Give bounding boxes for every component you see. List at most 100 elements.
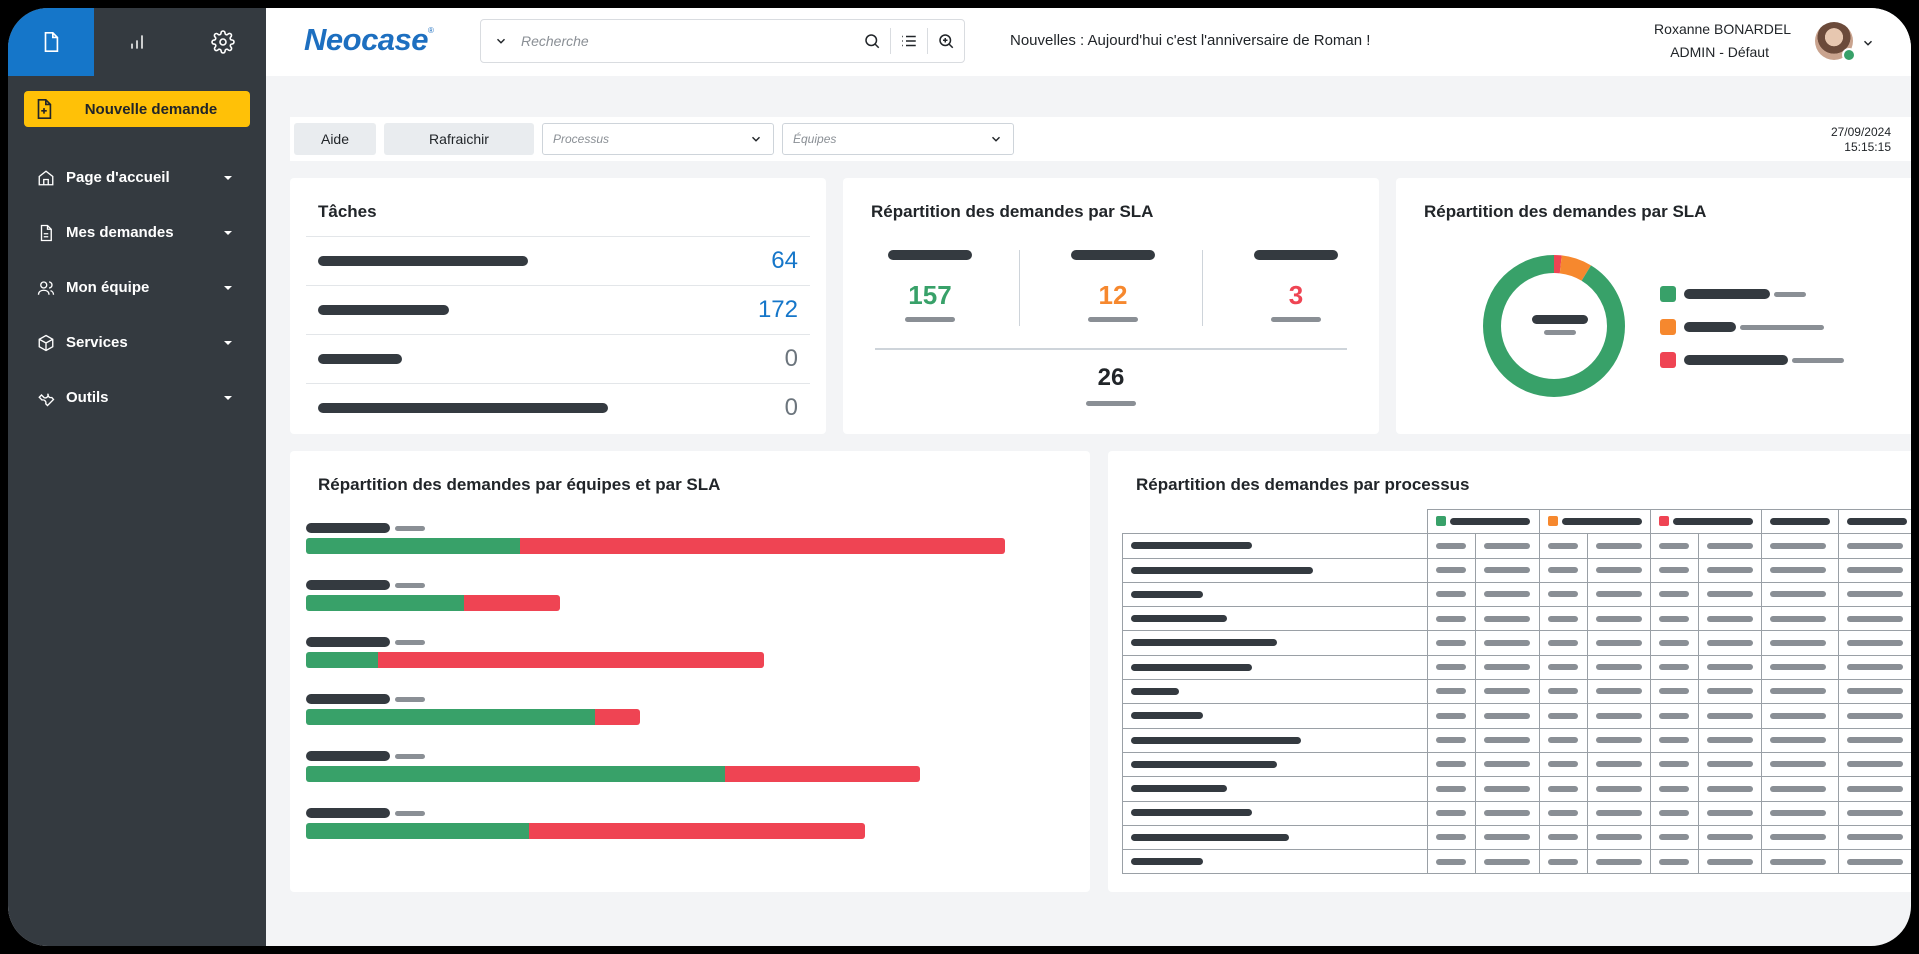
cell-placeholder: [1131, 663, 1252, 671]
bar-segment-late[interactable]: [464, 595, 560, 611]
teams-sla-card: Répartition des demandes par équipes et …: [290, 451, 1090, 892]
legend-item-red[interactable]: [1660, 352, 1844, 368]
bar-segment-on-time[interactable]: [306, 538, 520, 554]
table-row[interactable]: [1122, 581, 1911, 608]
team-bar-row[interactable]: [306, 751, 920, 782]
cell-placeholder: [1770, 615, 1826, 622]
column-header[interactable]: [1761, 508, 1839, 535]
table-row[interactable]: [1122, 751, 1911, 778]
help-button[interactable]: Aide: [294, 123, 376, 155]
cell-placeholder: [1707, 809, 1753, 816]
sla-donut-chart[interactable]: [1480, 252, 1628, 400]
new-request-label: Nouvelle demande: [84, 100, 218, 118]
sidebar-item-my-team[interactable]: Mon équipe: [8, 260, 266, 315]
search-button[interactable]: [854, 26, 890, 56]
sla-orange-stat[interactable]: 12: [1038, 250, 1188, 322]
sidebar-item-services[interactable]: Services: [8, 315, 266, 370]
cell-placeholder: [1596, 712, 1642, 719]
bar-segment-on-time[interactable]: [306, 823, 529, 839]
cell-placeholder: [1548, 664, 1578, 671]
neocase-logo[interactable]: Neocase®: [304, 22, 434, 58]
table-row[interactable]: [1122, 727, 1911, 753]
caret-down-icon: [224, 230, 232, 235]
cell-placeholder: [1596, 761, 1642, 768]
cell-placeholder: [1548, 567, 1578, 573]
cell-placeholder: [1707, 785, 1753, 792]
bar-segment-late[interactable]: [595, 709, 640, 725]
team-bar-row[interactable]: [306, 580, 560, 611]
bar-segment-on-time[interactable]: [306, 709, 595, 725]
team-label: [306, 523, 1005, 533]
column-header[interactable]: [1650, 508, 1762, 535]
table-row[interactable]: [1122, 800, 1911, 826]
table-row[interactable]: [1122, 776, 1911, 802]
bar-segment-on-time[interactable]: [306, 652, 378, 668]
cell-placeholder: [1548, 688, 1578, 695]
legend-item-green[interactable]: [1660, 286, 1806, 302]
task-row[interactable]: 0: [306, 334, 810, 383]
column-header[interactable]: [1539, 508, 1651, 535]
task-row[interactable]: 172: [306, 285, 810, 334]
table-row[interactable]: [1122, 824, 1911, 851]
column-header[interactable]: [1427, 508, 1540, 535]
list-button[interactable]: [891, 26, 927, 56]
cell-placeholder: [1596, 639, 1642, 646]
cell-placeholder: [1436, 664, 1466, 671]
bar-segment-late[interactable]: [520, 538, 1005, 554]
avatar[interactable]: [1815, 22, 1856, 62]
stat-label-placeholder: [888, 250, 972, 260]
cell-placeholder: [1548, 809, 1578, 816]
sidebar-item-tools[interactable]: Outils: [8, 370, 266, 425]
cell-placeholder: [1847, 639, 1903, 646]
gear-icon: [211, 30, 235, 54]
donut-slice-green[interactable]: [1483, 255, 1625, 397]
task-row[interactable]: 64: [306, 236, 810, 285]
stat-sublabel-placeholder: [1086, 401, 1136, 406]
process-select[interactable]: Processus: [542, 123, 774, 155]
legend-item-orange[interactable]: [1660, 319, 1824, 335]
sla-red-stat[interactable]: 3: [1221, 250, 1371, 322]
tab-statistics[interactable]: [94, 8, 180, 76]
sidebar-item-home[interactable]: Page d'accueil: [8, 150, 266, 205]
team-bar-row[interactable]: [306, 637, 764, 668]
tab-settings[interactable]: [180, 8, 266, 76]
team-bar-row[interactable]: [306, 694, 640, 725]
new-request-button[interactable]: Nouvelle demande: [24, 91, 250, 127]
bar-segment-on-time[interactable]: [306, 595, 464, 611]
cell-placeholder: [1436, 591, 1466, 598]
box-icon: [38, 334, 54, 351]
table-row[interactable]: [1122, 557, 1911, 583]
table-row[interactable]: [1122, 630, 1911, 656]
advanced-search-button[interactable]: [928, 26, 964, 56]
cell-placeholder: [1847, 809, 1903, 816]
user-menu-toggle[interactable]: [1861, 36, 1875, 55]
sla-green-stat[interactable]: 157: [855, 250, 1005, 322]
cell-placeholder: [1548, 615, 1578, 622]
cell-placeholder: [1484, 542, 1530, 549]
table-row[interactable]: [1122, 703, 1911, 729]
table-row[interactable]: [1122, 606, 1911, 632]
bar-segment-late[interactable]: [529, 823, 865, 839]
sidebar-item-my-requests[interactable]: Mes demandes: [8, 205, 266, 260]
cell-placeholder: [1436, 737, 1466, 744]
table-row[interactable]: [1122, 849, 1911, 875]
column-header[interactable]: [1838, 508, 1911, 535]
table-row[interactable]: [1122, 654, 1911, 681]
search-scope-dropdown[interactable]: [481, 34, 521, 48]
teams-select[interactable]: Équipes: [782, 123, 1014, 155]
legend-swatch: [1660, 319, 1676, 335]
team-bar-row[interactable]: [306, 523, 1005, 554]
logo-mark: ®: [428, 26, 434, 35]
legend-value-placeholder: [1792, 357, 1844, 363]
task-row[interactable]: 0: [306, 383, 810, 432]
bar-segment-on-time[interactable]: [306, 766, 725, 782]
bar-segment-late[interactable]: [378, 652, 764, 668]
table-row[interactable]: [1122, 533, 1911, 559]
tab-documents[interactable]: [8, 8, 94, 76]
refresh-button[interactable]: Rafraichir: [384, 123, 534, 155]
cell-placeholder: [1770, 858, 1826, 865]
team-bar-row[interactable]: [306, 808, 865, 839]
search-input[interactable]: [521, 33, 854, 49]
table-row[interactable]: [1122, 679, 1911, 705]
bar-segment-late[interactable]: [725, 766, 920, 782]
